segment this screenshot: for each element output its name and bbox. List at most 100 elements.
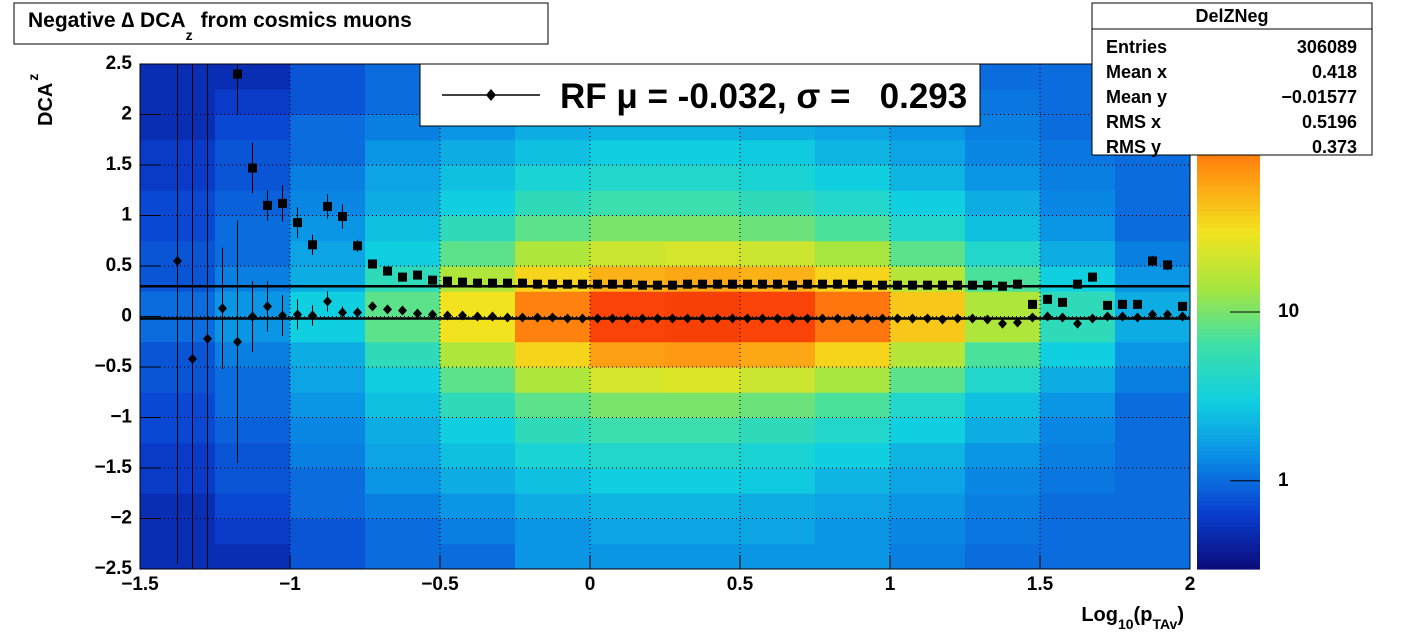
heat-cell (290, 165, 366, 191)
square-marker (938, 280, 947, 290)
color-bar-step (1197, 257, 1260, 263)
square-marker (848, 279, 857, 289)
heat-cell (365, 417, 441, 444)
color-bar-step (1197, 350, 1260, 355)
heat-cell (515, 367, 591, 393)
heat-cell (665, 165, 741, 191)
heat-cell (515, 190, 591, 216)
heat-cell (740, 543, 816, 569)
heat-cell (740, 392, 816, 418)
color-bar-step (1197, 253, 1260, 259)
square-marker (1088, 272, 1097, 282)
heat-cell (440, 215, 516, 242)
heat-cell (590, 367, 666, 393)
diamond-marker (683, 313, 692, 324)
diamond-marker (713, 313, 722, 324)
square-marker (413, 270, 422, 280)
heat-cell (440, 240, 516, 267)
diamond-marker (353, 307, 362, 318)
diamond-marker (863, 313, 872, 324)
heat-cell (515, 518, 591, 545)
heat-cell (590, 417, 666, 444)
label-subscript: 10 (1118, 616, 1134, 632)
color-bar-step (1197, 312, 1260, 318)
square-marker (248, 163, 257, 173)
square-marker (698, 279, 707, 289)
color-bar-label: 1 (1278, 470, 1289, 491)
heat-cell (890, 139, 966, 166)
heat-cell (290, 367, 366, 393)
color-bar-step (1197, 190, 1260, 196)
heat-cell (365, 165, 441, 191)
x-tick-label: −1 (279, 574, 301, 595)
diamond-marker (548, 312, 557, 323)
heat-cell (290, 468, 366, 494)
diamond-marker (488, 311, 497, 322)
heat-cell (815, 417, 891, 444)
heat-cell (1040, 493, 1116, 519)
heat-cell (1040, 341, 1116, 368)
square-marker (233, 69, 242, 79)
heat-cell (515, 543, 591, 569)
square-marker (398, 272, 407, 282)
square-marker (473, 278, 482, 288)
color-bar-step (1197, 202, 1260, 208)
heat-cell (965, 240, 1041, 267)
heat-cell (890, 417, 966, 444)
square-marker (518, 278, 527, 288)
diamond-marker (1118, 311, 1127, 322)
square-marker (1148, 256, 1157, 266)
heat-cell (740, 240, 816, 267)
square-marker (833, 279, 842, 289)
heat-cell (215, 493, 291, 519)
color-bar-step (1197, 489, 1260, 494)
stats-box: DelZNeg Entries 306089 Mean x 0.418 Mean y −0… (1091, 2, 1373, 157)
heat-cell (740, 442, 816, 469)
color-bar-step (1197, 501, 1260, 507)
square-marker (1073, 279, 1082, 289)
diamond-marker (473, 311, 482, 322)
stats-frame (1091, 2, 1373, 156)
heat-cell (590, 493, 666, 519)
diamond-marker (923, 313, 932, 324)
square-marker (893, 280, 902, 290)
color-bar-step (1197, 421, 1260, 427)
diamond-marker (413, 308, 422, 319)
legend-marker (486, 89, 496, 101)
title-text: from cosmics muons (201, 9, 412, 32)
diamond-marker (638, 313, 647, 324)
diamond-marker (773, 313, 782, 324)
square-marker (548, 279, 557, 289)
heat-cell (590, 543, 666, 569)
heat-cell (1115, 165, 1190, 191)
heat-cell (290, 139, 366, 166)
heat-cell (365, 190, 441, 216)
heat-cell (665, 190, 741, 216)
heat-cell (215, 392, 291, 418)
heat-cell (1115, 442, 1190, 469)
heat-cell (1040, 417, 1116, 444)
stats-key: Mean x (1106, 62, 1167, 82)
x-tick-label: 2 (1185, 574, 1196, 595)
color-bar-step (1197, 358, 1260, 364)
color-bar-step (1197, 409, 1260, 414)
color-bar-step (1197, 564, 1260, 570)
heat-cell (590, 215, 666, 242)
color-bar-step (1197, 291, 1260, 297)
heat-cell (965, 139, 1041, 166)
heat-cell (365, 543, 441, 569)
diamond-marker (668, 313, 677, 324)
color-bar-step (1197, 303, 1260, 309)
square-marker (953, 280, 962, 290)
diamond-marker (533, 312, 542, 323)
heat-cell (1040, 518, 1116, 545)
heat-cell (740, 215, 816, 242)
diamond-marker (368, 301, 377, 312)
stats-key: Mean y (1106, 87, 1167, 107)
color-bar-step (1197, 497, 1260, 503)
heat-cell (515, 442, 591, 469)
heat-cell (740, 341, 816, 368)
y-tick-label: −0.5 (94, 356, 132, 377)
heat-cell (290, 392, 366, 418)
color-bar-step (1197, 287, 1260, 292)
